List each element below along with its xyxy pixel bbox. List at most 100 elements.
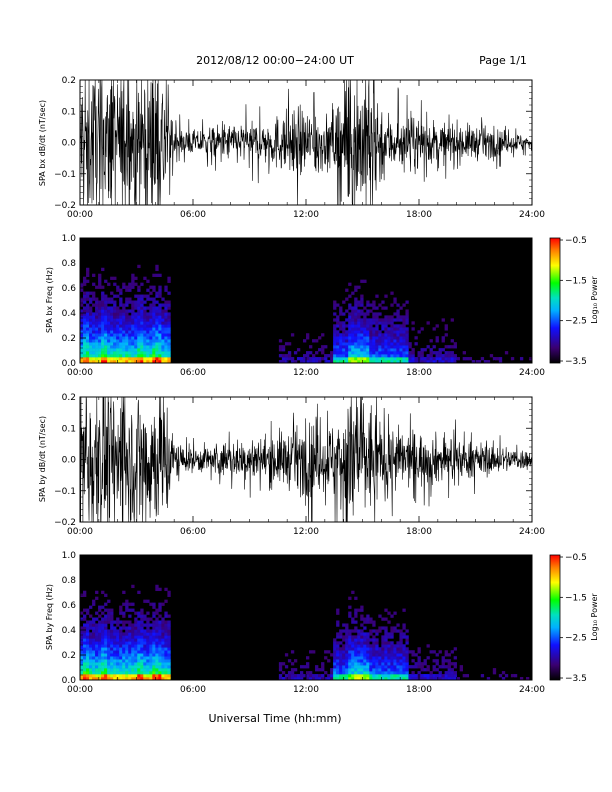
heatmap-cell <box>146 647 150 651</box>
heatmap-cell <box>146 674 150 678</box>
heatmap-cell <box>149 291 153 295</box>
heatmap-cell <box>357 647 361 651</box>
heatmap-cell <box>92 632 96 636</box>
heatmap-cell <box>152 342 156 346</box>
heatmap-cell <box>86 677 90 681</box>
heatmap-cell <box>86 659 90 663</box>
heatmap-cell <box>396 665 400 669</box>
heatmap-cell <box>101 659 105 663</box>
heatmap-cell <box>131 602 135 606</box>
heatmap-cell <box>83 614 87 618</box>
heatmap-cell <box>348 656 352 660</box>
heatmap-cell <box>369 674 373 678</box>
heatmap-cell <box>375 348 379 352</box>
heatmap-cell <box>351 345 355 349</box>
heatmap-cell <box>119 288 123 292</box>
heatmap-cell <box>155 345 159 349</box>
heatmap-cell <box>116 620 120 624</box>
heatmap-cell <box>167 671 171 675</box>
heatmap-cell <box>86 279 90 283</box>
heatmap-cell <box>387 315 391 319</box>
heatmap-cell <box>296 674 301 678</box>
heatmap-cell <box>372 351 376 355</box>
heatmap-cell <box>83 294 87 298</box>
heatmap-cell <box>146 297 150 301</box>
heatmap-cell <box>101 590 105 594</box>
heatmap-cell <box>113 330 117 334</box>
heatmap-cell <box>372 638 376 642</box>
heatmap-cell <box>113 644 117 648</box>
heatmap-cell <box>384 351 388 355</box>
heatmap-cell <box>411 650 415 654</box>
heatmap-cell <box>152 288 156 292</box>
heatmap-cell <box>278 662 283 666</box>
heatmap-cell <box>83 321 87 325</box>
heatmap-cell <box>161 620 165 624</box>
heatmap-cell <box>104 617 108 621</box>
heatmap-cell <box>357 333 361 337</box>
heatmap-cell <box>119 653 123 657</box>
heatmap-cell <box>348 671 352 675</box>
heatmap-cell <box>384 318 388 322</box>
heatmap-cell <box>155 671 159 675</box>
heatmap-cell <box>152 333 156 337</box>
heatmap-cell <box>143 354 147 358</box>
heatmap-cell <box>432 674 436 678</box>
heatmap-cell <box>80 288 84 292</box>
heatmap-cell <box>366 638 370 642</box>
heatmap-cell <box>339 674 343 678</box>
heatmap-cell <box>164 315 168 319</box>
heatmap-cell <box>354 635 358 639</box>
heatmap-cell <box>107 638 111 642</box>
colorbar: −0.5−1.5−2.5−3.5 <box>549 236 587 367</box>
heatmap-cell <box>125 620 129 624</box>
heatmap-cell <box>146 279 150 283</box>
heatmap-cell <box>98 626 102 630</box>
heatmap-cell <box>387 647 391 651</box>
heatmap-cell <box>146 321 150 325</box>
heatmap-cell <box>384 306 388 310</box>
heatmap-cell <box>393 351 397 355</box>
heatmap-cell <box>164 321 168 325</box>
heatmap-cell <box>390 360 394 364</box>
heatmap-cell <box>420 351 424 355</box>
heatmap-cell <box>125 285 129 289</box>
heatmap-cell <box>504 351 509 355</box>
heatmap-cell <box>110 668 114 672</box>
heatmap-cell <box>107 318 111 322</box>
y-tick-label: 0.0 <box>62 359 77 369</box>
heatmap-cell <box>89 360 93 364</box>
heatmap-cell <box>363 336 367 340</box>
heatmap-cell <box>164 300 168 304</box>
heatmap-cell <box>393 677 397 681</box>
heatmap-cell <box>372 348 376 352</box>
heatmap-cell <box>92 671 96 675</box>
heatmap-cell <box>89 677 93 681</box>
heatmap-cell <box>83 590 87 594</box>
heatmap-cell <box>146 360 150 364</box>
heatmap-cell <box>384 641 388 645</box>
heatmap-cell <box>149 650 153 654</box>
heatmap-cell <box>405 668 409 672</box>
heatmap-cell <box>86 360 90 364</box>
heatmap-cell <box>372 360 376 364</box>
x-tick-label: 24:00 <box>519 368 545 378</box>
heatmap-cell <box>149 309 153 313</box>
heatmap-cell <box>299 677 304 681</box>
heatmap-cell <box>125 602 129 606</box>
heatmap-cell <box>348 360 352 364</box>
heatmap-cell <box>336 342 340 346</box>
heatmap-cell <box>98 674 102 678</box>
heatmap-cell <box>360 297 364 301</box>
heatmap-cell <box>86 321 90 325</box>
heatmap-cell <box>351 656 355 660</box>
heatmap-cell <box>164 629 168 633</box>
heatmap-cell <box>360 330 364 334</box>
heatmap-cell <box>143 614 147 618</box>
heatmap-cell <box>357 668 361 672</box>
heatmap-cell <box>125 638 129 642</box>
heatmap-cell <box>110 351 114 355</box>
heatmap-cell <box>366 330 370 334</box>
heatmap-cell <box>152 656 156 660</box>
heatmap-cell <box>348 282 352 286</box>
